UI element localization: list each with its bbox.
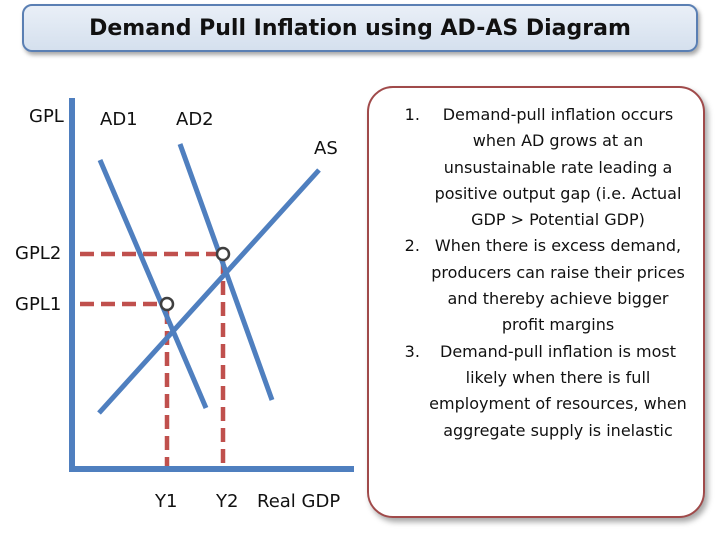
explanation-list: Demand-pull inflation occurs when AD gro…: [369, 88, 703, 444]
as-curve: [97, 168, 321, 415]
ad1-label: AD1: [100, 109, 138, 130]
explanation-item-3: Demand-pull inflation is most likely whe…: [425, 339, 691, 444]
gpl1-label: GPL1: [15, 294, 62, 315]
title-banner: Demand Pull Inflation using AD-AS Diagra…: [22, 4, 698, 52]
explanation-item-2: When there is excess demand, producers c…: [425, 233, 691, 338]
equilibrium-point-1: [159, 296, 175, 312]
ad1-curve: [97, 159, 209, 409]
as-label: AS: [314, 138, 338, 159]
explanation-item-1: Demand-pull inflation occurs when AD gro…: [425, 102, 691, 233]
gpl2-label: GPL2: [15, 243, 62, 264]
ad2-label: AD2: [176, 109, 214, 130]
page-title: Demand Pull Inflation using AD-AS Diagra…: [89, 15, 631, 41]
equilibrium-point-2: [215, 246, 231, 262]
y2-label: Y2: [216, 491, 239, 512]
y-axis-label: GPL: [29, 106, 64, 127]
x-axis-label: Real GDP: [257, 491, 341, 512]
y1-label: Y1: [155, 491, 178, 512]
explanation-box: Demand-pull inflation occurs when AD gro…: [367, 86, 705, 518]
